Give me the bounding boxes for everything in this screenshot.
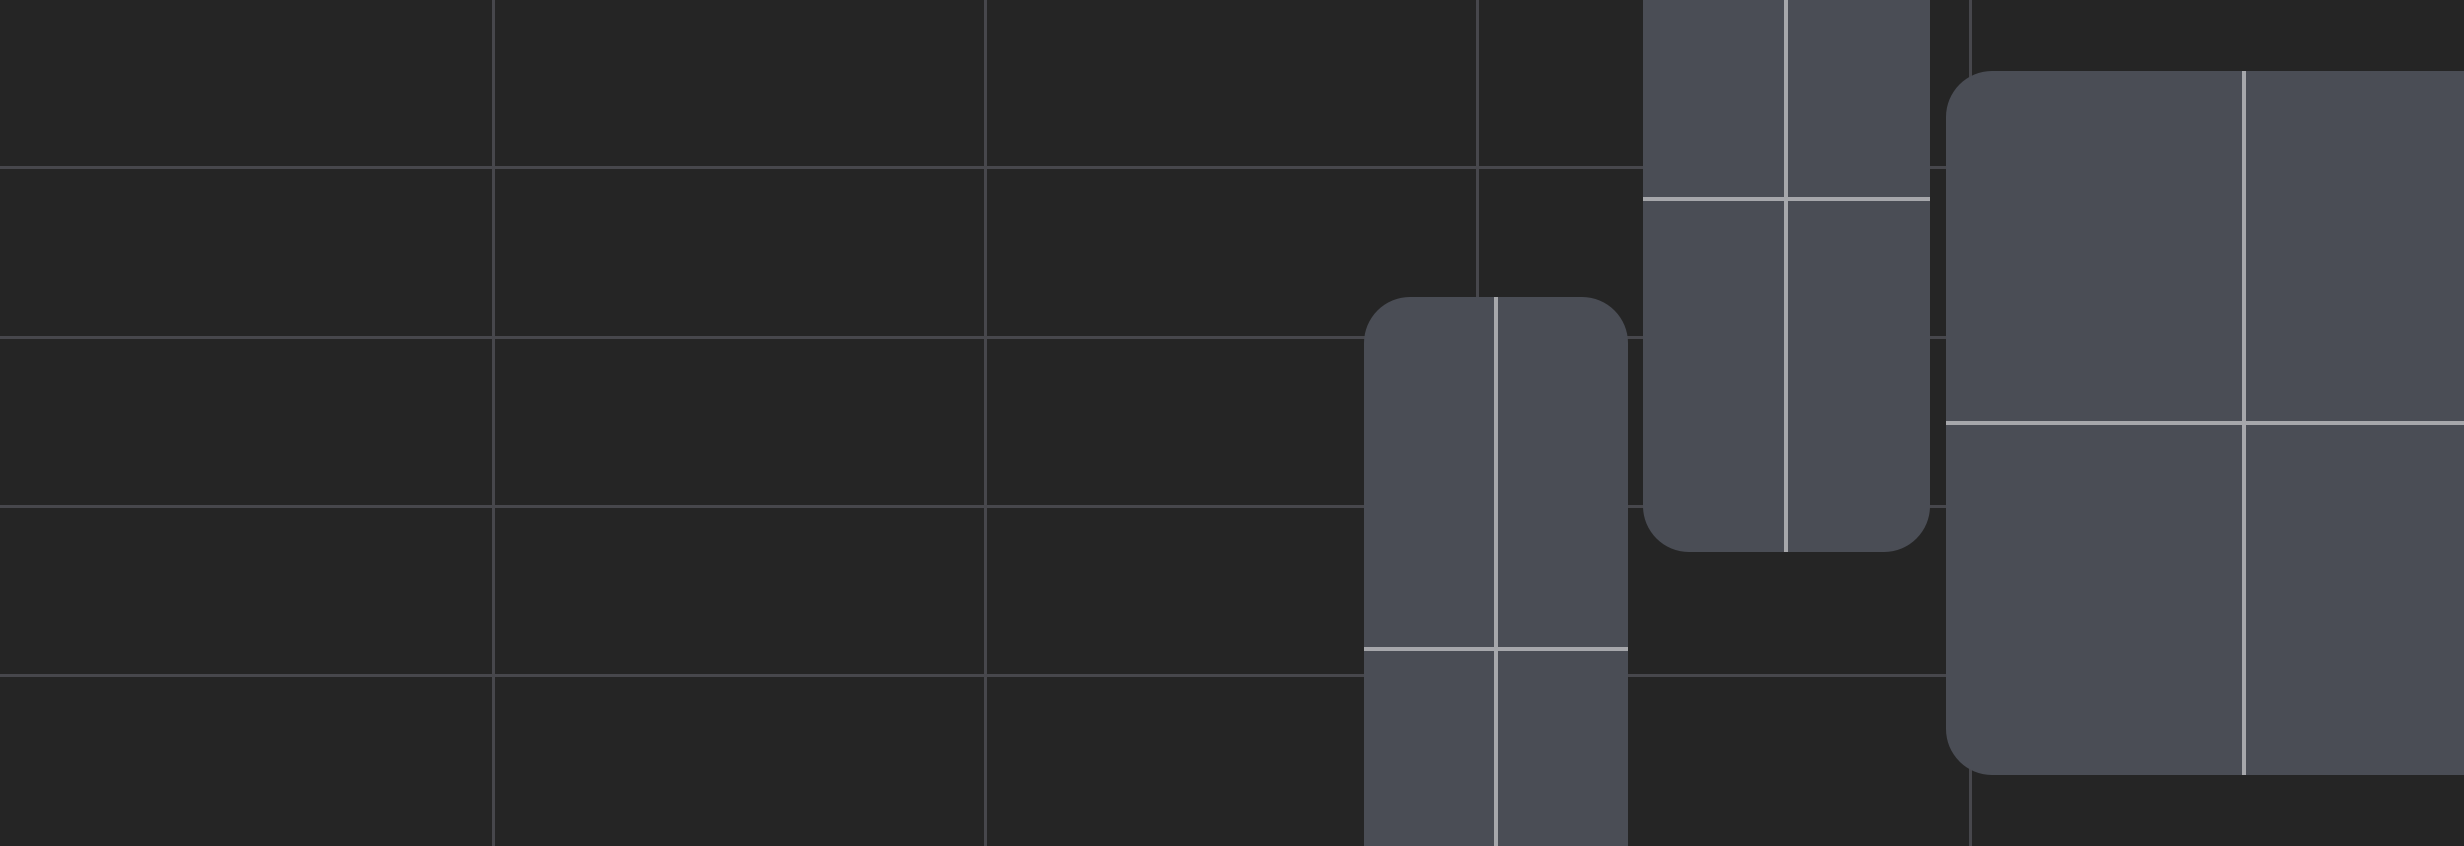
grid-column-divider bbox=[984, 0, 987, 846]
pane-divider-horizontal bbox=[1364, 647, 1628, 651]
grid-row-divider bbox=[0, 505, 2464, 508]
grid-row-divider bbox=[0, 336, 2464, 339]
pane-divider-horizontal bbox=[1643, 197, 1930, 201]
grid-row-divider bbox=[0, 166, 2464, 169]
grid-row-divider bbox=[0, 674, 2464, 677]
pane-divider-horizontal bbox=[1946, 421, 2464, 425]
tablet-layout-card bbox=[1946, 71, 2464, 775]
pane-divider-vertical bbox=[1494, 297, 1498, 846]
pane-divider-vertical bbox=[1784, 0, 1788, 552]
grid-column-divider bbox=[492, 0, 495, 846]
foldable-layout-card bbox=[1643, 0, 1930, 552]
phone-layout-card bbox=[1364, 297, 1628, 846]
